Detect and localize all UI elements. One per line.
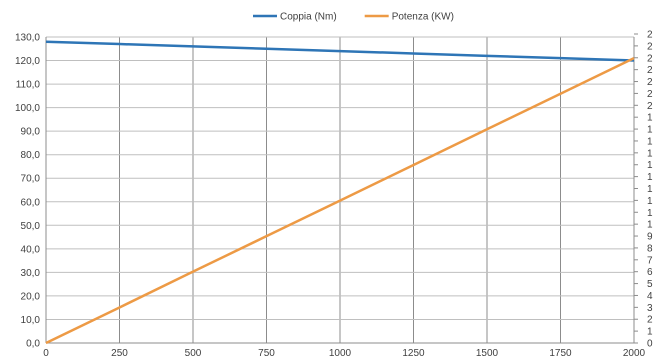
y-axis-tick-labels: 0,0 10,0 20,0 30,0 40,0 50,0 60,0 70,0 80,0 90,0 1… (15, 33, 40, 350)
legend-label: Potenza (KW) (392, 12, 454, 23)
y2-tick-label: 1 (647, 220, 653, 231)
y2-tick-label: 1 (647, 184, 653, 195)
y-tick-label: 70,0 (21, 174, 41, 185)
y-tick-label: 50,0 (21, 221, 41, 232)
y-tick-label: 0,0 (26, 339, 40, 350)
y-tick-label: 60,0 (21, 197, 41, 208)
y-tick-label: 100,0 (15, 103, 40, 114)
y2-tick-label: 5 (647, 279, 653, 290)
series-line (45, 40, 635, 62)
y-tick-label: 20,0 (21, 291, 41, 302)
y-tick-label: 130,0 (15, 33, 40, 44)
y2-tick-label: 7 (647, 255, 653, 266)
y2-tick-label: 2 (647, 65, 653, 76)
y-tick-label: 90,0 (21, 127, 41, 138)
x-tick-label: 1000 (329, 348, 352, 359)
y2-tick-label: 1 (647, 196, 653, 207)
y2-tick-label: 0 (647, 339, 653, 350)
axes (45, 37, 635, 344)
x-tick-label: 500 (185, 348, 202, 359)
y2-tick-label: 2 (647, 30, 653, 41)
y2-tick-label: 1 (647, 327, 653, 338)
y2-tick-label: 2 (647, 315, 653, 326)
legend-label: Coppia (Nm) (280, 12, 337, 23)
y2-tick-label: 2 (647, 41, 653, 52)
y2-tick-label: 2 (647, 89, 653, 100)
y2-tick-label: 1 (647, 208, 653, 219)
y-tick-label: 120,0 (15, 56, 40, 67)
x-tick-label: 1500 (476, 348, 499, 359)
x-tick-label: 2000 (623, 348, 646, 359)
y-tick-label: 110,0 (16, 80, 41, 91)
y2-tick-label: 2 (647, 77, 653, 88)
vertical-gridlines (119, 37, 635, 343)
x-tick-label: 750 (258, 348, 275, 359)
y2-tick-label: 2 (647, 53, 653, 64)
y2-tick-label: 9 (647, 232, 653, 243)
y2-tick-label: 1 (647, 125, 653, 136)
series-line (45, 57, 635, 345)
y2-tick-label: 2 (647, 101, 653, 112)
y-tick-label: 80,0 (21, 150, 41, 161)
y2-tick-label: 3 (647, 303, 653, 314)
y-tick-label: 10,0 (21, 315, 41, 326)
x-tick-label: 0 (43, 348, 49, 359)
x-tick-label: 250 (111, 348, 128, 359)
y2-tick-label: 1 (647, 113, 653, 124)
y-tick-label: 40,0 (21, 244, 41, 255)
y2-tick-label: 1 (647, 136, 653, 147)
legend: Coppia (Nm) Potenza (KW) (253, 12, 454, 23)
y2-tick-label: 4 (647, 291, 653, 302)
y-tick-label: 30,0 (21, 268, 41, 279)
series-lines (45, 40, 635, 345)
y2-tick-label: 8 (647, 243, 653, 254)
y2-tick-label: 1 (647, 148, 653, 159)
y2-tick-label: 6 (647, 267, 653, 278)
y2-tick-label: 1 (647, 172, 653, 183)
x-axis-tick-labels: 0 250 500 750 1000 1250 1500 1750 2000 (43, 348, 645, 359)
x-tick-label: 1250 (402, 348, 425, 359)
x-tick-label: 1750 (549, 348, 572, 359)
y2-tick-label: 1 (647, 160, 653, 171)
